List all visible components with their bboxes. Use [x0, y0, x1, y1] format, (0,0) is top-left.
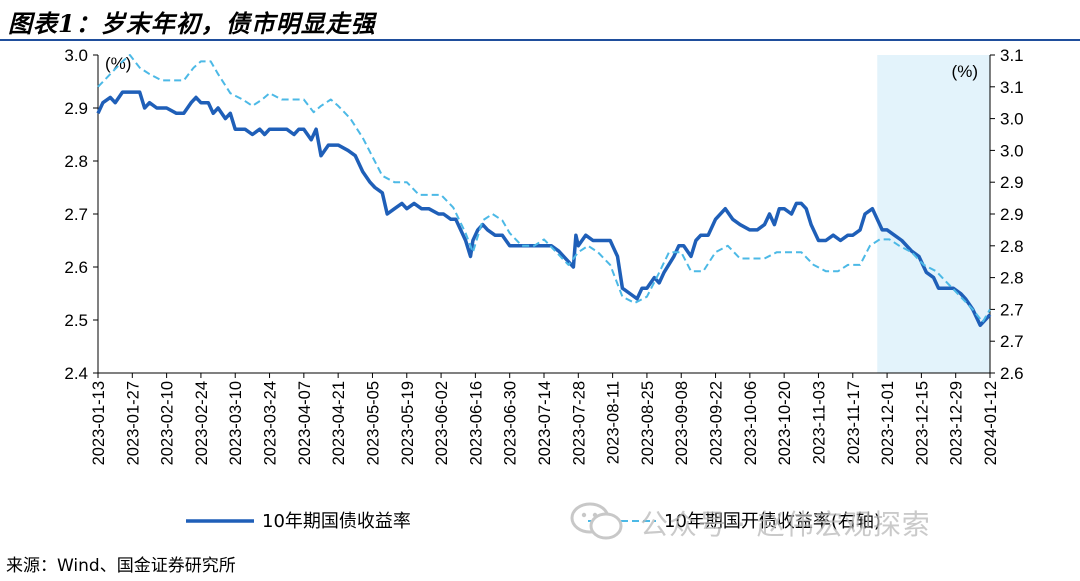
x-tick-label: 2023-05-19: [399, 381, 417, 465]
x-tick-label: 2023-03-24: [262, 381, 280, 465]
x-tick-label: 2023-09-08: [673, 381, 691, 465]
right-tick-label: 3.0: [1000, 110, 1024, 129]
right-tick-label: 2.8: [1000, 269, 1024, 288]
x-tick-label: 2023-06-16: [467, 381, 485, 465]
x-tick-label: 2023-02-10: [159, 381, 177, 465]
x-tick-label: 2023-06-30: [502, 381, 520, 465]
x-tick-label: 2023-02-24: [193, 381, 211, 465]
x-tick-label: 2023-09-22: [708, 381, 726, 465]
x-tick-label: 2023-11-03: [810, 381, 828, 464]
x-tick-label: 2023-04-21: [330, 381, 348, 465]
legend-label-1: 10年期国债收益率: [262, 511, 411, 532]
x-tick-label: 2024-01-12: [982, 381, 1000, 465]
x-tick-label: 2023-06-02: [433, 381, 451, 465]
x-tick-label: 2023-08-11: [605, 381, 623, 464]
x-tick-label: 2023-10-06: [742, 381, 760, 465]
series-line-2: [97, 54, 991, 324]
left-tick-label: 3.0: [64, 46, 88, 65]
highlight-band: [877, 55, 990, 373]
left-tick-label: 2.7: [64, 205, 88, 224]
legend-label-2: 10年期国开债收益率(右轴): [664, 511, 881, 532]
right-tick-label: 2.9: [1000, 173, 1024, 192]
left-tick-label: 2.9: [64, 99, 88, 118]
x-tick-label: 2023-11-17: [845, 381, 863, 464]
right-tick-label: 3.1: [1000, 46, 1024, 65]
x-tick-label: 2023-05-05: [364, 381, 382, 465]
watermark-text: 公众号 · 赵伟宏观探索: [640, 508, 931, 541]
right-tick-label: 2.7: [1000, 300, 1024, 319]
right-tick-label: 3.0: [1000, 141, 1024, 160]
right-tick-label: 2.7: [1000, 332, 1024, 351]
x-tick-label: 2023-10-20: [776, 381, 794, 465]
title-rule: [0, 39, 1080, 41]
left-tick-label: 2.6: [64, 258, 88, 277]
x-tick-label: 2023-12-01: [879, 381, 897, 465]
x-tick-label: 2023-07-14: [536, 381, 554, 465]
left-tick-label: 2.4: [64, 364, 88, 383]
x-tick-label: 2023-03-10: [227, 381, 245, 465]
right-tick-label: 2.8: [1000, 237, 1024, 256]
source-note: 来源：Wind、国金证券研究所: [6, 556, 236, 576]
left-unit-label: (%): [105, 54, 131, 73]
wechat-icon: [570, 502, 623, 540]
right-tick-label: 3.1: [1000, 78, 1024, 97]
x-tick-label: 2023-12-29: [948, 381, 966, 465]
x-tick-label: 2023-08-25: [639, 381, 657, 465]
x-tick-label: 2023-01-13: [90, 381, 108, 465]
x-tick-label: 2023-07-28: [570, 381, 588, 465]
x-tick-label: 2023-04-07: [296, 381, 314, 465]
right-tick-label: 2.9: [1000, 205, 1024, 224]
series-line-1: [96, 90, 992, 328]
page-title: 图表1：岁末年初，债市明显走强: [8, 9, 376, 38]
right-tick-label: 2.6: [1000, 364, 1024, 383]
left-tick-label: 2.5: [64, 311, 88, 330]
right-unit-label: (%): [952, 62, 978, 81]
x-tick-label: 2023-12-15: [913, 381, 931, 465]
left-tick-label: 2.8: [64, 152, 88, 171]
x-tick-label: 2023-01-27: [124, 381, 142, 465]
